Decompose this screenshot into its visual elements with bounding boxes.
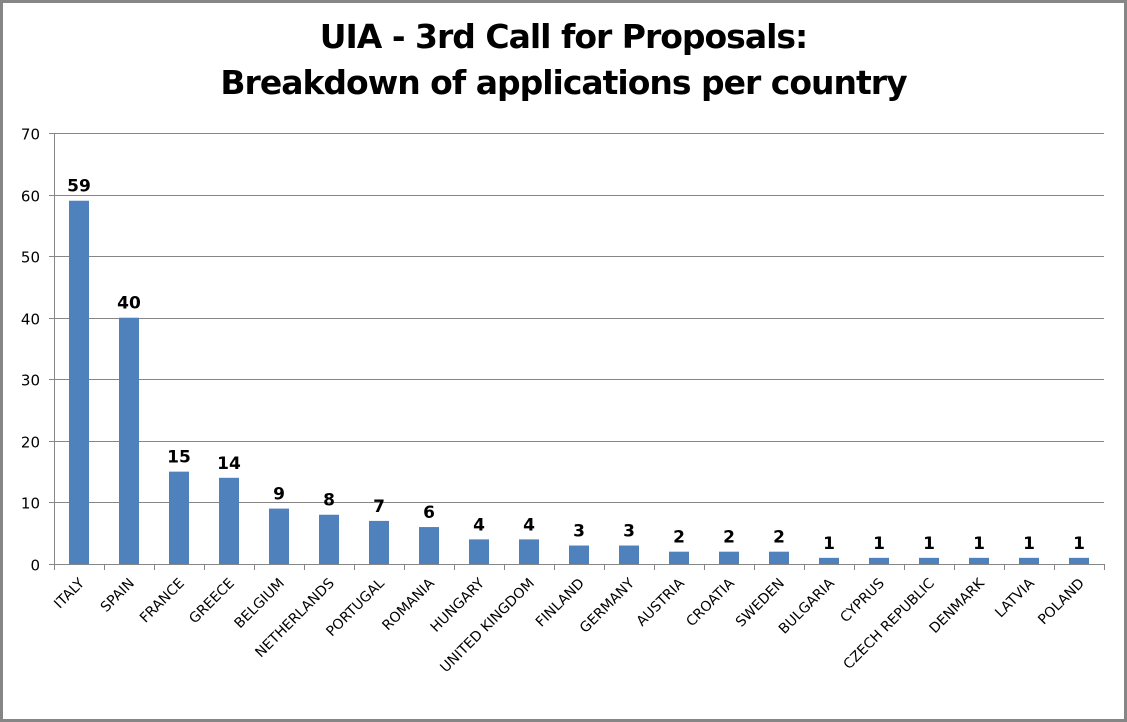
data-label: 8 bbox=[323, 491, 335, 511]
x-category-label: CROATIA bbox=[683, 575, 738, 630]
bar bbox=[569, 545, 589, 564]
data-label: 1 bbox=[1023, 534, 1035, 554]
bar bbox=[169, 471, 189, 564]
x-category-label: GERMANY bbox=[577, 575, 638, 636]
x-category-label: GREECE bbox=[186, 576, 238, 628]
data-label: 4 bbox=[523, 515, 535, 535]
data-label: 14 bbox=[217, 454, 241, 474]
data-label: 2 bbox=[773, 528, 785, 548]
y-tick-label: 30 bbox=[21, 372, 40, 390]
x-category-label: FRANCE bbox=[137, 576, 188, 627]
x-category-label: SPAIN bbox=[98, 576, 138, 616]
bar bbox=[769, 551, 789, 564]
bar bbox=[269, 508, 289, 564]
bar bbox=[719, 551, 739, 564]
y-tick-label: 0 bbox=[30, 557, 40, 575]
y-tick-label: 20 bbox=[21, 434, 40, 452]
x-category-label: CZECH REPUBLIC bbox=[841, 575, 938, 672]
data-label: 2 bbox=[673, 528, 685, 548]
y-tick-label: 70 bbox=[21, 126, 40, 144]
x-category-label: UNITED KINGDOM bbox=[437, 576, 537, 676]
bar bbox=[469, 539, 489, 564]
data-label: 2 bbox=[723, 528, 735, 548]
x-category-label: POLAND bbox=[1035, 576, 1088, 629]
y-tick-label: 60 bbox=[21, 188, 40, 206]
data-label: 40 bbox=[117, 294, 141, 314]
bar bbox=[219, 477, 239, 564]
bar bbox=[319, 514, 339, 564]
bar bbox=[969, 557, 989, 564]
bar bbox=[69, 200, 89, 564]
x-category-label: CYPRUS bbox=[837, 575, 888, 626]
y-tick-label: 10 bbox=[21, 495, 40, 513]
data-label: 1 bbox=[1073, 534, 1085, 554]
bar bbox=[819, 557, 839, 564]
data-label: 1 bbox=[873, 534, 885, 554]
data-label: 1 bbox=[923, 534, 935, 554]
data-label: 59 bbox=[67, 177, 91, 197]
data-label: 9 bbox=[273, 485, 285, 505]
data-label: 7 bbox=[373, 497, 385, 517]
bar bbox=[669, 551, 689, 564]
y-tick-label: 40 bbox=[21, 311, 40, 329]
chart-title-line-2: Breakdown of applications per country bbox=[220, 63, 907, 102]
chart-title: UIA - 3rd Call for Proposals: Breakdown … bbox=[0, 14, 1127, 106]
x-category-label: LATVIA bbox=[992, 575, 1038, 621]
data-label: 1 bbox=[823, 534, 835, 554]
data-label: 3 bbox=[573, 522, 585, 542]
bar bbox=[119, 317, 139, 564]
bar bbox=[369, 520, 389, 564]
bar bbox=[519, 539, 539, 564]
bar bbox=[419, 527, 439, 564]
x-category-label: ITALY bbox=[51, 575, 88, 612]
bar bbox=[619, 545, 639, 564]
y-tick-label: 50 bbox=[21, 249, 40, 267]
bar bbox=[919, 557, 939, 564]
x-category-label: DENMARK bbox=[927, 575, 989, 637]
data-label: 4 bbox=[473, 515, 485, 535]
chart-title-line-1: UIA - 3rd Call for Proposals: bbox=[319, 17, 809, 56]
bar bbox=[1019, 557, 1039, 564]
x-category-label: AUSTRIA bbox=[634, 575, 689, 630]
data-label: 15 bbox=[167, 448, 191, 468]
data-label: 6 bbox=[423, 503, 435, 523]
data-label: 3 bbox=[623, 522, 635, 542]
bar bbox=[1069, 557, 1089, 564]
bar bbox=[869, 557, 889, 564]
data-label: 1 bbox=[973, 534, 985, 554]
